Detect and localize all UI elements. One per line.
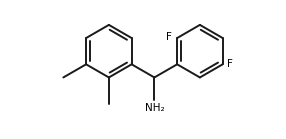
Text: F: F (227, 59, 233, 69)
Text: NH₂: NH₂ (144, 103, 164, 113)
Text: F: F (166, 32, 172, 42)
